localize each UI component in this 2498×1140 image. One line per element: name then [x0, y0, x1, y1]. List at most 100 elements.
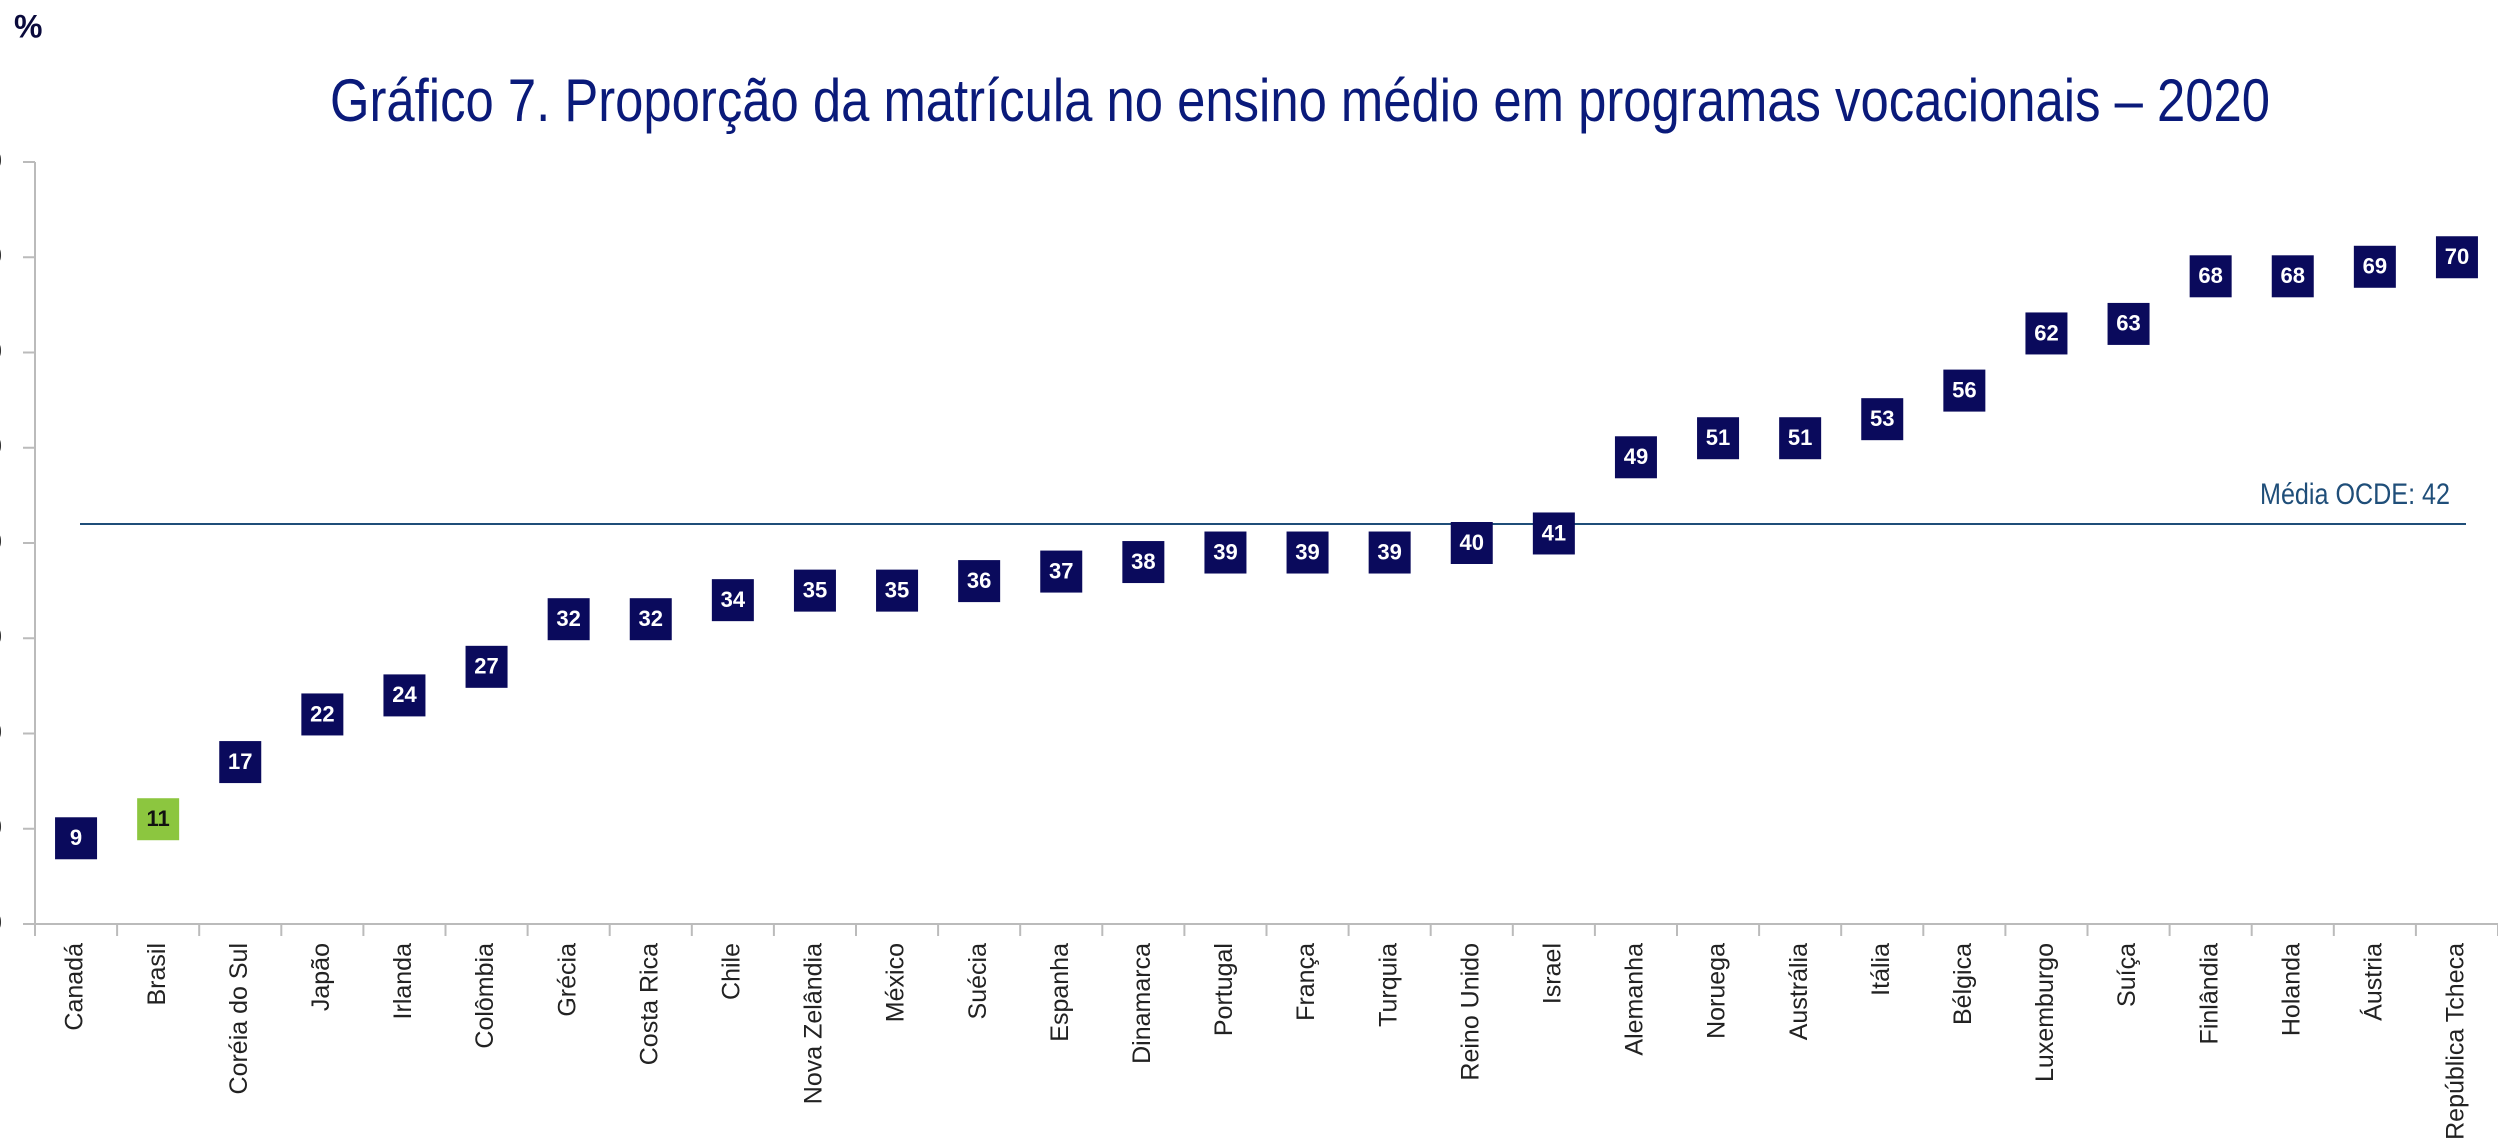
x-tick-label: Noruega	[1703, 943, 1731, 1039]
y-tick-label: 80	[0, 147, 2, 174]
x-tick-label: Irlanda	[389, 943, 417, 1020]
data-marker	[137, 798, 180, 841]
x-tick-label: México	[882, 943, 910, 1022]
x-tick-label: Holanda	[2277, 943, 2305, 1036]
x-tick-label: Reino Unido	[1456, 943, 1484, 1081]
reference-label: Média OCDE: 42	[2260, 478, 2450, 511]
data-marker	[876, 569, 919, 612]
data-label: 34	[721, 587, 746, 612]
data-marker	[219, 741, 262, 784]
x-tick-label: Espanha	[1046, 943, 1074, 1042]
data-label: 41	[1542, 520, 1566, 545]
x-tick-label: França	[1292, 943, 1320, 1021]
data-label: 51	[1706, 425, 1730, 450]
data-label: 68	[2198, 263, 2222, 288]
data-label: 63	[2116, 311, 2140, 336]
y-tick-label: 30	[0, 624, 2, 651]
x-tick-label: Portugal	[1210, 943, 1238, 1036]
data-marker	[1122, 541, 1165, 584]
data-label: 69	[2363, 254, 2387, 279]
data-label: 32	[639, 606, 663, 631]
x-tick-label: Coréia do Sul	[225, 943, 253, 1094]
data-label: 40	[1460, 530, 1484, 555]
data-label: 9	[70, 825, 82, 850]
data-marker	[1368, 531, 1411, 574]
data-marker	[55, 817, 98, 860]
data-label: 35	[803, 577, 827, 602]
data-label: 27	[474, 654, 498, 679]
x-tick-label: Dinamarca	[1128, 943, 1156, 1064]
y-tick-label: 10	[0, 814, 2, 841]
x-tick-label: Luxemburgo	[2031, 943, 2059, 1082]
data-marker	[1532, 512, 1575, 555]
x-tick-label: Japão	[307, 943, 335, 1011]
data-marker	[1614, 436, 1657, 479]
data-label: 56	[1952, 377, 1976, 402]
y-tick-label: 0	[0, 909, 2, 936]
data-marker	[301, 693, 344, 736]
data-label: 39	[1213, 539, 1237, 564]
x-tick-label: Turquia	[1374, 943, 1402, 1027]
x-tick-label: Colômbia	[471, 943, 499, 1049]
x-tick-label: Suécia	[964, 943, 992, 1020]
data-label: 39	[1295, 539, 1319, 564]
y-axis-label: %	[14, 8, 42, 44]
data-label: 24	[392, 682, 417, 707]
data-marker	[547, 598, 590, 641]
x-tick-label: Austrália	[1785, 943, 1813, 1040]
chart-title: Gráfico 7. Proporção da matrícula no ens…	[330, 67, 2270, 134]
data-marker	[2025, 312, 2068, 355]
data-marker	[1779, 417, 1822, 460]
data-marker	[2435, 236, 2478, 279]
x-tick-label: Finlândia	[2195, 943, 2223, 1045]
data-label: 49	[1624, 444, 1648, 469]
x-tick-label: Itália	[1867, 943, 1895, 996]
data-label: 32	[556, 606, 580, 631]
data-marker	[2107, 302, 2150, 345]
x-tick-label: República Tcheca	[2442, 943, 2470, 1140]
data-label: 35	[885, 577, 909, 602]
x-tick-label: Canadá	[61, 943, 89, 1031]
x-tick-label: Grécia	[553, 943, 581, 1017]
data-marker	[465, 645, 508, 688]
data-label: 11	[147, 806, 170, 831]
data-label: 17	[228, 749, 252, 774]
data-marker	[958, 560, 1001, 603]
y-tick-label: 40	[0, 528, 2, 555]
data-marker	[1204, 531, 1247, 574]
y-tick-label: 70	[0, 243, 2, 270]
data-label: 36	[967, 568, 991, 593]
data-label: 22	[310, 701, 334, 726]
data-label: 38	[1131, 549, 1155, 574]
y-tick-label: 60	[0, 338, 2, 365]
data-label: 70	[2445, 244, 2469, 269]
data-marker	[2353, 245, 2396, 288]
data-marker	[1286, 531, 1329, 574]
data-marker	[2271, 255, 2314, 298]
data-marker	[711, 579, 754, 622]
data-marker	[1450, 522, 1493, 564]
x-tick-label: Costa Rica	[635, 943, 663, 1065]
x-tick-label: Brasil	[143, 943, 171, 1006]
data-label: 68	[2281, 263, 2305, 288]
x-tick-label: Nova Zelândia	[800, 943, 828, 1104]
data-label: 62	[2034, 320, 2058, 345]
x-tick-label: Bélgica	[1949, 943, 1977, 1025]
data-marker	[1861, 398, 1904, 441]
data-marker	[1040, 550, 1083, 593]
data-marker	[1697, 417, 1740, 460]
data-label: 37	[1049, 558, 1073, 583]
data-marker	[383, 674, 426, 717]
y-tick-label: 20	[0, 719, 2, 746]
x-tick-label: Israel	[1538, 943, 1566, 1004]
data-marker	[793, 569, 836, 612]
data-label: 53	[1870, 406, 1894, 431]
x-tick-label: Chile	[717, 943, 745, 1000]
data-marker	[2189, 255, 2232, 298]
data-label: 39	[1377, 539, 1401, 564]
data-label: 51	[1788, 425, 1812, 450]
x-tick-label: Alemanha	[1621, 943, 1649, 1056]
x-tick-label: Suíça	[2113, 943, 2141, 1007]
y-tick-label: 50	[0, 433, 2, 460]
